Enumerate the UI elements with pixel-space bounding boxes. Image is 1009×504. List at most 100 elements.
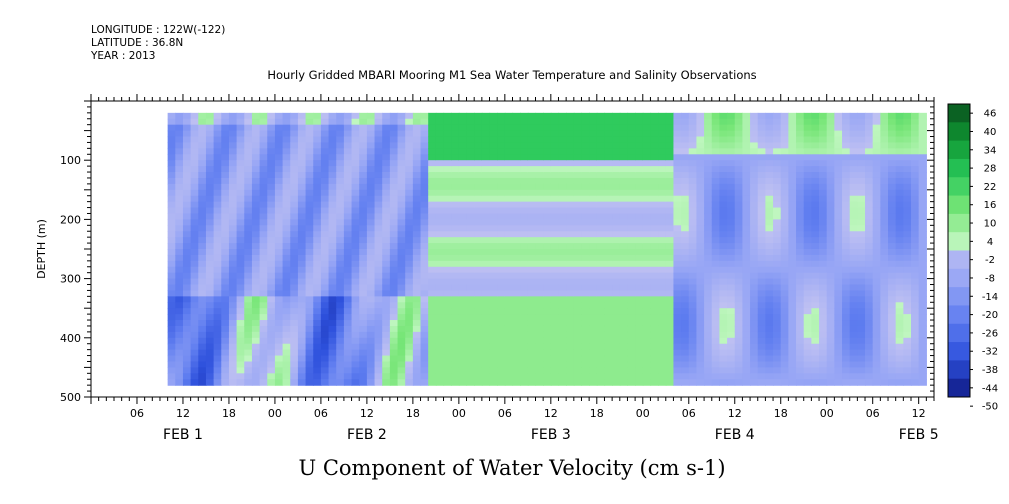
heat-cell (458, 148, 468, 155)
heat-cell (282, 361, 291, 368)
heat-cell (627, 254, 636, 262)
heat-cell (451, 320, 460, 327)
heat-cell (773, 124, 782, 132)
heat-cell (512, 320, 521, 327)
heat-cell (673, 278, 682, 286)
heat-cell (305, 213, 314, 220)
heat-cell (834, 136, 843, 144)
heat-cell (343, 225, 353, 232)
heat-cell (719, 278, 728, 286)
heat-cell (221, 379, 230, 386)
heat-cell (589, 266, 598, 274)
heat-cell (274, 278, 284, 286)
heat-cell (658, 290, 667, 297)
heat-cell (711, 266, 721, 274)
heat-cell (834, 243, 843, 250)
heat-cell (765, 254, 774, 262)
heat-cell (627, 237, 636, 244)
heat-cell (213, 142, 222, 149)
heat-cell (581, 266, 590, 274)
heat-cell (167, 136, 176, 144)
y-tick-label: 500 (60, 391, 81, 404)
heat-cell (642, 379, 652, 386)
heat-cell (658, 207, 667, 215)
heat-cell (251, 213, 261, 220)
heat-cell (627, 290, 636, 297)
heat-cell (573, 219, 583, 226)
colorbar-label: -2 (985, 255, 995, 266)
heat-cell (405, 302, 414, 309)
heat-cell (911, 148, 920, 155)
heat-cell (880, 166, 889, 173)
heat-cell (573, 130, 583, 138)
heat-cell (596, 355, 606, 363)
heat-cell (589, 118, 598, 126)
heat-cell (198, 118, 207, 126)
heat-cell (420, 136, 429, 144)
heat-cell (228, 219, 238, 226)
heat-cell (719, 189, 728, 197)
heat-cell (558, 243, 567, 250)
heat-cell (589, 349, 598, 357)
heat-cell (811, 249, 820, 256)
heat-cell (282, 284, 291, 292)
heat-cell (351, 112, 360, 120)
heat-cell (911, 166, 920, 173)
heat-cell (604, 361, 613, 368)
heat-cell (313, 355, 322, 363)
heat-cell (711, 343, 721, 351)
heat-cell (796, 231, 805, 238)
heat-cell (244, 166, 253, 173)
heat-cell (918, 272, 927, 280)
heat-cell (688, 124, 698, 132)
heat-cell (612, 337, 621, 345)
heat-cell (412, 278, 422, 286)
heat-cell (259, 213, 268, 220)
heat-cell (788, 154, 797, 161)
heat-cell (320, 189, 330, 197)
heat-cell (857, 189, 866, 197)
heat-cell (589, 308, 598, 315)
heat-cell (788, 373, 797, 380)
heat-cell (213, 331, 222, 339)
heat-cell (849, 254, 858, 262)
heat-cell (259, 154, 268, 161)
heat-cell (251, 219, 261, 226)
heat-cell (872, 337, 881, 345)
heat-cell (458, 337, 468, 345)
heat-cell (512, 243, 521, 250)
heat-cell (642, 172, 652, 179)
heat-cell (251, 349, 261, 357)
heat-cell (627, 112, 636, 120)
heat-cell (320, 355, 330, 363)
heat-cell (236, 154, 245, 161)
heat-cell (550, 296, 560, 303)
heat-cell (236, 308, 245, 315)
heat-cell (803, 118, 812, 126)
heat-cell (535, 314, 544, 321)
heat-cell (466, 201, 475, 209)
heat-cell (780, 166, 789, 173)
heat-cell (857, 284, 866, 292)
heat-cell (796, 284, 805, 292)
heat-cell (213, 349, 222, 357)
heat-cell (642, 290, 652, 297)
heat-cell (742, 219, 751, 226)
heat-cell (236, 337, 245, 345)
heat-cell (619, 343, 629, 351)
heat-cell (604, 296, 613, 303)
heat-cell (849, 337, 858, 345)
heat-cell (221, 302, 230, 309)
heat-cell (780, 136, 789, 144)
heat-cell (443, 325, 452, 333)
heat-cell (458, 320, 468, 327)
heat-cell (811, 343, 820, 351)
heat-cell (573, 272, 583, 280)
heat-cell (481, 154, 491, 161)
heat-cell (734, 325, 744, 333)
heat-cell (535, 154, 544, 161)
heat-cell (175, 172, 184, 179)
heat-cell (604, 284, 613, 292)
heat-cell (619, 331, 629, 339)
